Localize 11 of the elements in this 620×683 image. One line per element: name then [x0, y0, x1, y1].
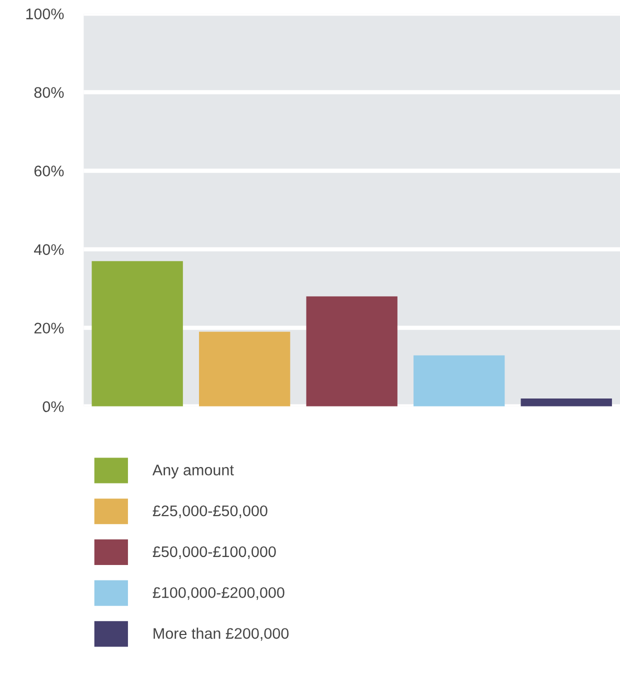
- y-tick-label: 60%: [34, 166, 64, 176]
- legend-label: Any amount: [152, 464, 234, 478]
- y-tick-label: 80%: [34, 87, 64, 98]
- legend-label: More than £200,000: [154, 628, 289, 641]
- legend-label: £50,000-£100,000: [152, 546, 276, 559]
- y-tick-label: 100%: [26, 8, 64, 20]
- y-tick-label: 40%: [34, 244, 64, 255]
- y-tick-label: 20%: [34, 322, 64, 334]
- y-tick-label: 0%: [42, 401, 64, 412]
- legend-label: £25,000-£50,000: [152, 505, 268, 518]
- legend-label: £100,000-£200,000: [152, 587, 284, 600]
